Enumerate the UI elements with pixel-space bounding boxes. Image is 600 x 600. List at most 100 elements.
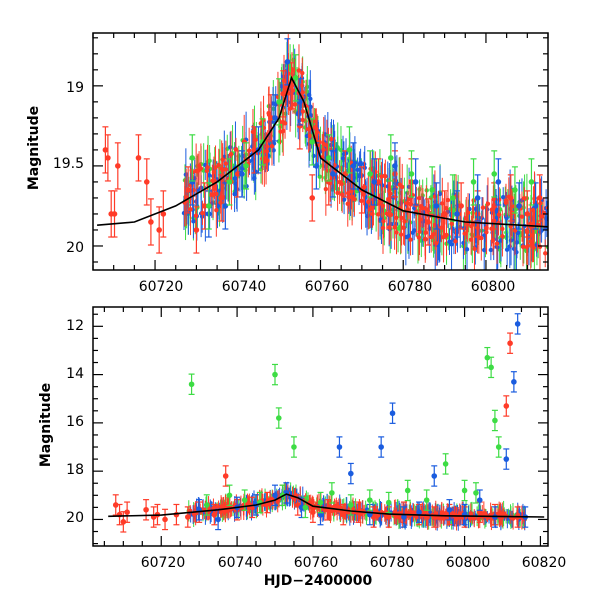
cloud-point: [199, 166, 203, 170]
data-point: [507, 333, 513, 353]
cloud-point: [321, 148, 325, 152]
light-curve-figure: 19 19.5 20 60720 60740 60760 60780 60800…: [0, 0, 600, 600]
cloud-point: [497, 198, 501, 202]
cloud-point: [235, 187, 239, 191]
data-point: [348, 463, 354, 483]
cloud-point: [228, 145, 232, 149]
data-point: [162, 509, 168, 529]
top-x-tick-label: 60800: [471, 279, 516, 295]
cloud-point: [282, 79, 286, 83]
data-point: [143, 500, 149, 520]
top-x-tick-label: 60780: [388, 279, 433, 295]
cloud-point: [522, 196, 526, 200]
bottom-y-tick-label: 16: [66, 414, 84, 430]
cloud-point: [412, 228, 416, 232]
cloud-point: [520, 214, 524, 218]
cloud-point: [543, 251, 547, 255]
top-x-tick-label: 60740: [222, 279, 267, 295]
cloud-point: [223, 509, 227, 513]
cloud-point: [283, 121, 287, 125]
data-point: [390, 403, 396, 423]
cloud-point: [480, 216, 484, 220]
data-point: [144, 159, 150, 205]
top-y-tick-label: 19.5: [53, 156, 84, 172]
cloud-point: [349, 189, 353, 193]
data-point: [136, 135, 142, 181]
cloud-point: [265, 149, 269, 153]
cloud-point: [264, 156, 268, 160]
cloud-point: [188, 207, 192, 211]
cloud-point: [270, 144, 274, 148]
cloud-point: [214, 208, 218, 212]
cloud-point: [431, 232, 435, 236]
cloud-point: [417, 230, 421, 234]
data-point: [511, 372, 517, 392]
cloud-point: [462, 226, 466, 230]
cloud-point: [355, 168, 359, 172]
cloud-point: [247, 148, 251, 152]
data-point: [124, 502, 130, 522]
cloud-point: [224, 167, 228, 171]
cloud-point: [398, 182, 402, 186]
cloud-point: [440, 201, 444, 205]
cloud-point: [465, 247, 469, 251]
cloud-point: [266, 111, 270, 115]
data-point: [515, 314, 521, 334]
cloud-point: [205, 165, 209, 169]
data-point: [151, 507, 157, 527]
data-point: [148, 199, 154, 245]
cloud-point: [381, 219, 385, 223]
cloud-point: [495, 241, 499, 245]
cloud-point: [469, 237, 473, 241]
cloud-point: [233, 176, 237, 180]
cloud-point: [484, 230, 488, 234]
cloud-point: [358, 162, 362, 166]
cloud-point: [381, 226, 385, 230]
cloud-point: [300, 71, 304, 75]
top-x-tick-label: 60760: [305, 279, 350, 295]
cloud-point: [500, 234, 504, 238]
bottom-x-tick-label: 60740: [218, 555, 263, 571]
data-point: [405, 480, 411, 500]
cloud-point: [472, 247, 476, 251]
data-point: [488, 357, 494, 377]
cloud-point: [382, 174, 386, 178]
data-point: [496, 437, 502, 457]
bottom-y-axis-title: Magnitude: [38, 383, 54, 467]
cloud-point: [538, 245, 542, 249]
cloud-point: [324, 187, 328, 191]
bottom-x-tick-label: 60760: [294, 555, 339, 571]
cloud-point: [366, 200, 370, 204]
cloud-point: [313, 125, 317, 129]
data-point: [492, 410, 498, 430]
cloud-point: [538, 201, 542, 205]
cloud-point: [423, 237, 427, 241]
cloud-point: [335, 191, 339, 195]
cloud-point: [450, 226, 454, 230]
bottom-y-tick-label: 14: [66, 366, 84, 382]
bottom-x-axis-title: HJD−2400000: [264, 573, 373, 589]
data-point: [115, 143, 121, 189]
cloud-point: [470, 232, 474, 236]
zoomed-light-curve-panel: 19 19.5 20 60720 60740 60760 60780 60800…: [26, 33, 553, 295]
bottom-y-tick-label: 12: [66, 318, 84, 334]
cloud-point: [481, 205, 485, 209]
full-light-curve-panel: 12 14 16 18 20 60720 60740 60760 60780 6…: [38, 307, 566, 589]
top-y-axis-title: Magnitude: [26, 106, 42, 190]
data-point: [309, 175, 315, 221]
cloud-point: [293, 102, 297, 106]
data-point: [276, 408, 282, 428]
cloud-point: [462, 231, 466, 235]
cloud-point: [329, 137, 333, 141]
cloud-point: [437, 237, 441, 241]
data-point: [431, 466, 437, 486]
cloud-point: [449, 242, 453, 246]
cloud-point: [446, 198, 450, 202]
cloud-point: [308, 97, 312, 101]
bottom-x-tick-label: 60780: [370, 555, 415, 571]
cloud-point: [549, 202, 553, 206]
cloud-point: [213, 165, 217, 169]
cloud-point: [521, 245, 525, 249]
cloud-point: [311, 119, 315, 123]
cloud-point: [340, 192, 344, 196]
